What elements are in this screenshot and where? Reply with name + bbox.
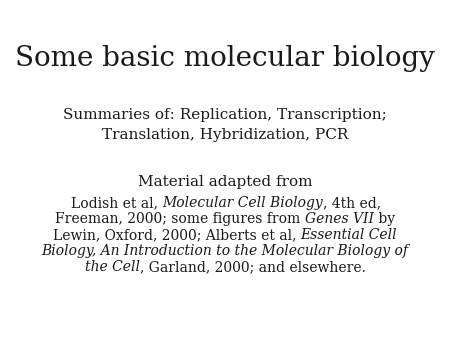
Text: Essential Cell: Essential Cell bbox=[301, 228, 397, 242]
Text: Lewin, Oxford, 2000; Alberts et al, Essential Cell: Lewin, Oxford, 2000; Alberts et al, Esse… bbox=[53, 228, 397, 242]
Text: Summaries of: Replication, Transcription;: Summaries of: Replication, Transcription… bbox=[63, 108, 387, 122]
Text: , 4th ed,: , 4th ed, bbox=[323, 196, 381, 210]
Text: Material adapted from: Material adapted from bbox=[138, 175, 312, 189]
Text: by: by bbox=[374, 212, 395, 226]
Text: Biology, An Introduction to the Molecular Biology of: Biology, An Introduction to the Molecula… bbox=[41, 244, 409, 258]
Text: Genes VII: Genes VII bbox=[305, 212, 374, 226]
Text: the Cell: the Cell bbox=[85, 260, 140, 274]
Text: Lodish et al, Molecular Cell Biology, 4th ed,: Lodish et al, Molecular Cell Biology, 4t… bbox=[71, 196, 379, 210]
Text: Freeman, 2000; some figures from: Freeman, 2000; some figures from bbox=[55, 212, 305, 226]
Text: Molecular Cell Biology: Molecular Cell Biology bbox=[162, 196, 323, 210]
Text: Freeman, 2000; some figures from Genes VII by: Freeman, 2000; some figures from Genes V… bbox=[55, 212, 395, 226]
Text: the Cell, Garland, 2000; and elsewhere.: the Cell, Garland, 2000; and elsewhere. bbox=[85, 260, 365, 274]
Text: Some basic molecular biology: Some basic molecular biology bbox=[15, 45, 435, 72]
Text: Biology, An Introduction to the Molecular Biology of: Biology, An Introduction to the Molecula… bbox=[41, 244, 408, 258]
Text: Lewin, Oxford, 2000; Alberts et al,: Lewin, Oxford, 2000; Alberts et al, bbox=[53, 228, 301, 242]
Text: Translation, Hybridization, PCR: Translation, Hybridization, PCR bbox=[102, 128, 348, 142]
Text: , Garland, 2000; and elsewhere.: , Garland, 2000; and elsewhere. bbox=[140, 260, 365, 274]
Text: Lodish et al,: Lodish et al, bbox=[71, 196, 162, 210]
